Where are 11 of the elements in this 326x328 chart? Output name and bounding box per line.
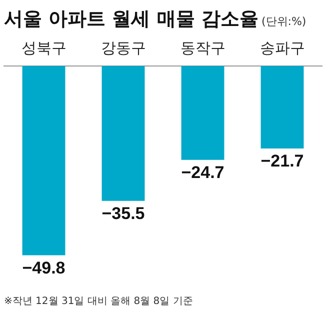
data-label: −49.8 bbox=[22, 258, 66, 278]
data-label: −24.7 bbox=[181, 163, 224, 182]
x-tick-label: 동작구 bbox=[180, 38, 226, 57]
chart-title: 서울 아파트 월세 매물 감소율 bbox=[4, 8, 258, 30]
x-tick-label: 강동구 bbox=[100, 38, 146, 57]
x-tick-label: 송파구 bbox=[260, 38, 305, 57]
data-label: −35.5 bbox=[102, 204, 145, 224]
data-label: −21.7 bbox=[260, 152, 304, 171]
x-tick-label: 성북구 bbox=[21, 38, 66, 57]
text: ※작년 12월 31일 대비 올해 8월 8일 기준 bbox=[3, 295, 194, 308]
chart-subtitle: (단위:%) bbox=[261, 15, 306, 28]
